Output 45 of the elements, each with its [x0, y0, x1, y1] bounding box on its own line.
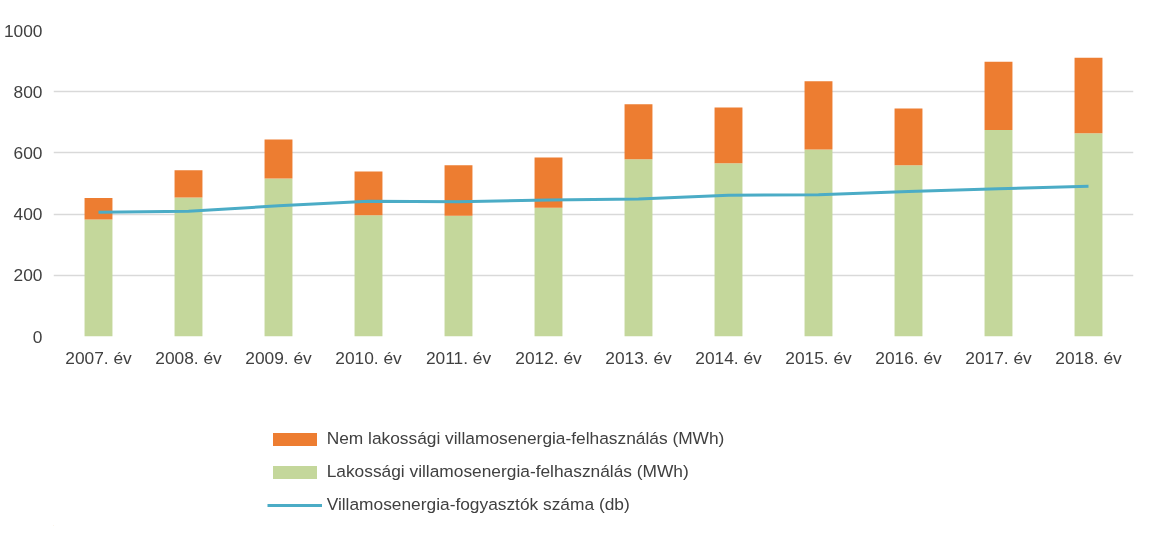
- y-tick-label: 600: [13, 142, 43, 163]
- bar: [804, 149, 833, 337]
- bar: [804, 81, 833, 150]
- bar: [534, 157, 563, 208]
- x-tick-label: 2017. év: [965, 347, 1033, 368]
- bar: [444, 165, 473, 216]
- x-tick-label: 2011. év: [425, 347, 492, 368]
- legend-label: Villamosenergia-fogyasztók száma (db): [326, 494, 630, 515]
- x-tick-label: 2015. év: [785, 347, 853, 368]
- bar: [174, 197, 203, 337]
- bar: [84, 219, 113, 337]
- bar: [1074, 57, 1103, 134]
- x-tick-label: 2013. év: [605, 347, 673, 368]
- bar: [984, 61, 1013, 130]
- x-tick-label: 2018. év: [1055, 347, 1123, 368]
- x-tick-label: 2009. év: [245, 347, 313, 368]
- bar: [174, 170, 203, 198]
- bar: [1074, 133, 1103, 337]
- bar: [534, 207, 563, 337]
- line-series: [97, 184, 1090, 214]
- x-tick-label: 2014. év: [695, 347, 763, 368]
- x-tick-label: 2012. év: [515, 347, 583, 368]
- bar: [984, 129, 1013, 337]
- bar: [354, 215, 383, 337]
- bar: [714, 107, 743, 164]
- bar: [624, 159, 653, 337]
- x-tick-label: 2016. év: [875, 347, 943, 368]
- bar: [264, 178, 293, 337]
- bar: [714, 163, 743, 337]
- bar: [264, 139, 293, 179]
- y-tick-label: 1000: [3, 20, 43, 41]
- bar: [84, 197, 113, 220]
- bar: [444, 215, 473, 337]
- legend-label: Lakossági villamosenergia-felhasználás (MWh): [326, 461, 689, 482]
- bar: [894, 108, 923, 166]
- x-tick-label: 2007. év: [65, 347, 133, 368]
- bar: [894, 165, 923, 337]
- legend-label: Nem lakossági villamosenergia-felhasználás (MWh): [326, 428, 725, 449]
- x-tick-label: 2010. év: [335, 347, 403, 368]
- y-tick-label: 800: [13, 81, 43, 102]
- y-tick-label: 400: [13, 204, 43, 225]
- y-tick-label: 200: [13, 265, 43, 286]
- bar: [624, 104, 653, 160]
- x-tick-label: 2008. év: [155, 347, 223, 368]
- y-tick-label: 0: [32, 326, 43, 347]
